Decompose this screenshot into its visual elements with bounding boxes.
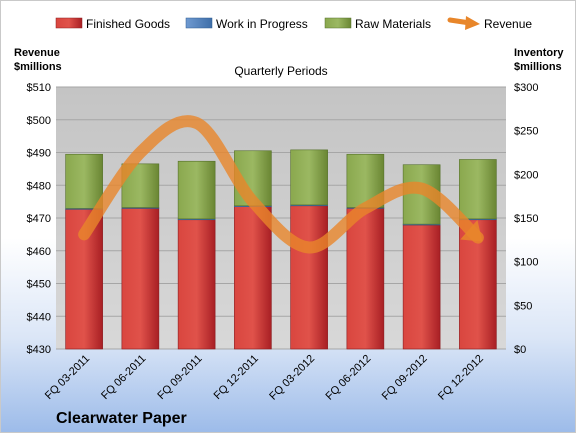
category-label: FQ 06-2011 [99, 353, 148, 402]
left-axis-label-line2: $millions [14, 61, 62, 73]
right-tick-label: $300 [514, 82, 538, 94]
right-axis-label-line1: Inventory [514, 47, 564, 59]
legend-label-raw-materials: Raw Materials [355, 17, 431, 31]
bar-finished-goods [234, 206, 272, 350]
bar-finished-goods [402, 224, 441, 350]
company-brand: Clearwater Paper [56, 410, 187, 427]
category-label: FQ 03-2011 [43, 353, 92, 402]
category-label: FQ 12-2011 [212, 353, 261, 402]
left-axis-label-line1: Revenue [14, 47, 60, 59]
revenue-line-layer [78, 115, 484, 254]
right-axis-label-line2: $millions [514, 61, 562, 73]
right-tick-label: $150 [514, 213, 538, 225]
category-labels: FQ 03-2011 FQ 06-2011 FQ 09-2011 FQ 12-2011… [43, 353, 486, 403]
left-axis-ticks: $430 $440 $450 $460 $470 $480 $490 $500 $510 [27, 82, 51, 356]
bar-raw-materials [290, 149, 328, 206]
left-tick-label: $510 [27, 82, 51, 94]
revenue-arrowhead [460, 219, 483, 242]
legend-swatch-finished-goods [55, 17, 83, 29]
left-tick-label: $450 [27, 279, 51, 291]
bar-finished-goods [177, 219, 216, 350]
category-label: FQ 03-2012 [267, 353, 317, 403]
bar-finished-goods [121, 208, 160, 350]
left-tick-label: $470 [27, 213, 51, 225]
category-label: FQ 09-2011 [155, 353, 204, 402]
category-label: FQ 12-2012 [436, 353, 486, 403]
legend-swatch-work-in-progress [185, 17, 213, 29]
right-tick-label: $200 [514, 169, 538, 181]
bar-raw-materials [459, 159, 497, 220]
category-label: FQ 06-2012 [324, 353, 374, 403]
bars [65, 149, 497, 350]
bar-finished-goods [290, 205, 328, 350]
legend-label-finished-goods: Finished Goods [86, 17, 170, 31]
legend-swatch-raw-materials [324, 17, 352, 29]
chart-title: Quarterly Periods [234, 64, 327, 78]
left-tick-label: $440 [27, 311, 51, 323]
right-axis-ticks: $0 $50 $100 $150 $200 $250 $300 [514, 82, 538, 356]
left-tick-label: $490 [27, 148, 51, 160]
right-tick-label: $50 [514, 300, 532, 312]
right-tick-label: $250 [514, 126, 538, 138]
legend: Finished Goods Work in Progress Raw Mate… [55, 16, 532, 31]
right-tick-label: $100 [514, 257, 538, 269]
left-tick-label: $480 [27, 180, 51, 192]
legend-arrowhead-revenue [465, 16, 480, 30]
bar-finished-goods [346, 208, 385, 350]
right-tick-label: $0 [514, 344, 526, 356]
left-tick-label: $460 [27, 246, 51, 258]
category-label: FQ 09-2012 [380, 353, 430, 403]
left-tick-label: $430 [27, 344, 51, 356]
legend-label-work-in-progress: Work in Progress [216, 17, 308, 31]
legend-label-revenue: Revenue [484, 17, 532, 31]
left-tick-label: $500 [27, 115, 51, 127]
bar-raw-materials [65, 153, 103, 209]
bar-raw-materials [177, 160, 216, 220]
revenue-line [78, 115, 484, 254]
